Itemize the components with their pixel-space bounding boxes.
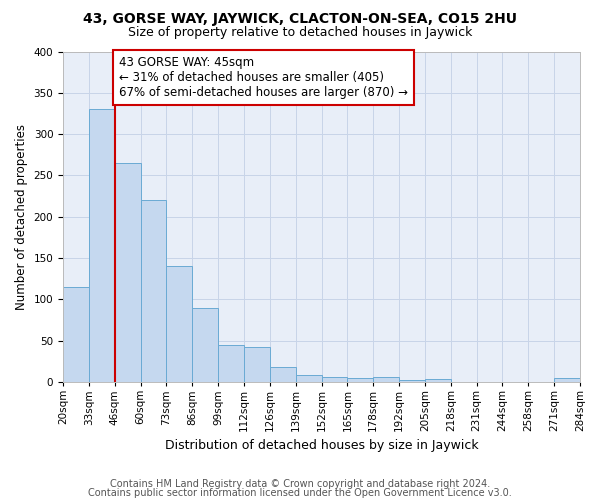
Text: Contains public sector information licensed under the Open Government Licence v3: Contains public sector information licen… — [88, 488, 512, 498]
Bar — [425, 379, 451, 382]
Text: 43 GORSE WAY: 45sqm
← 31% of detached houses are smaller (405)
67% of semi-detac: 43 GORSE WAY: 45sqm ← 31% of detached ho… — [119, 56, 407, 98]
Text: Size of property relative to detached houses in Jaywick: Size of property relative to detached ho… — [128, 26, 472, 39]
Bar — [554, 378, 580, 382]
Bar — [347, 378, 373, 382]
Bar — [89, 110, 115, 382]
Bar — [63, 287, 89, 382]
Bar — [399, 380, 425, 382]
Bar — [192, 308, 218, 382]
Bar — [218, 345, 244, 382]
Bar — [322, 377, 347, 382]
Bar — [115, 163, 140, 382]
Bar — [296, 376, 322, 382]
Y-axis label: Number of detached properties: Number of detached properties — [15, 124, 28, 310]
Text: Contains HM Land Registry data © Crown copyright and database right 2024.: Contains HM Land Registry data © Crown c… — [110, 479, 490, 489]
X-axis label: Distribution of detached houses by size in Jaywick: Distribution of detached houses by size … — [165, 440, 478, 452]
Bar — [270, 367, 296, 382]
Bar — [244, 348, 270, 382]
Bar — [166, 266, 192, 382]
Text: 43, GORSE WAY, JAYWICK, CLACTON-ON-SEA, CO15 2HU: 43, GORSE WAY, JAYWICK, CLACTON-ON-SEA, … — [83, 12, 517, 26]
Bar — [140, 200, 166, 382]
Bar — [373, 377, 399, 382]
